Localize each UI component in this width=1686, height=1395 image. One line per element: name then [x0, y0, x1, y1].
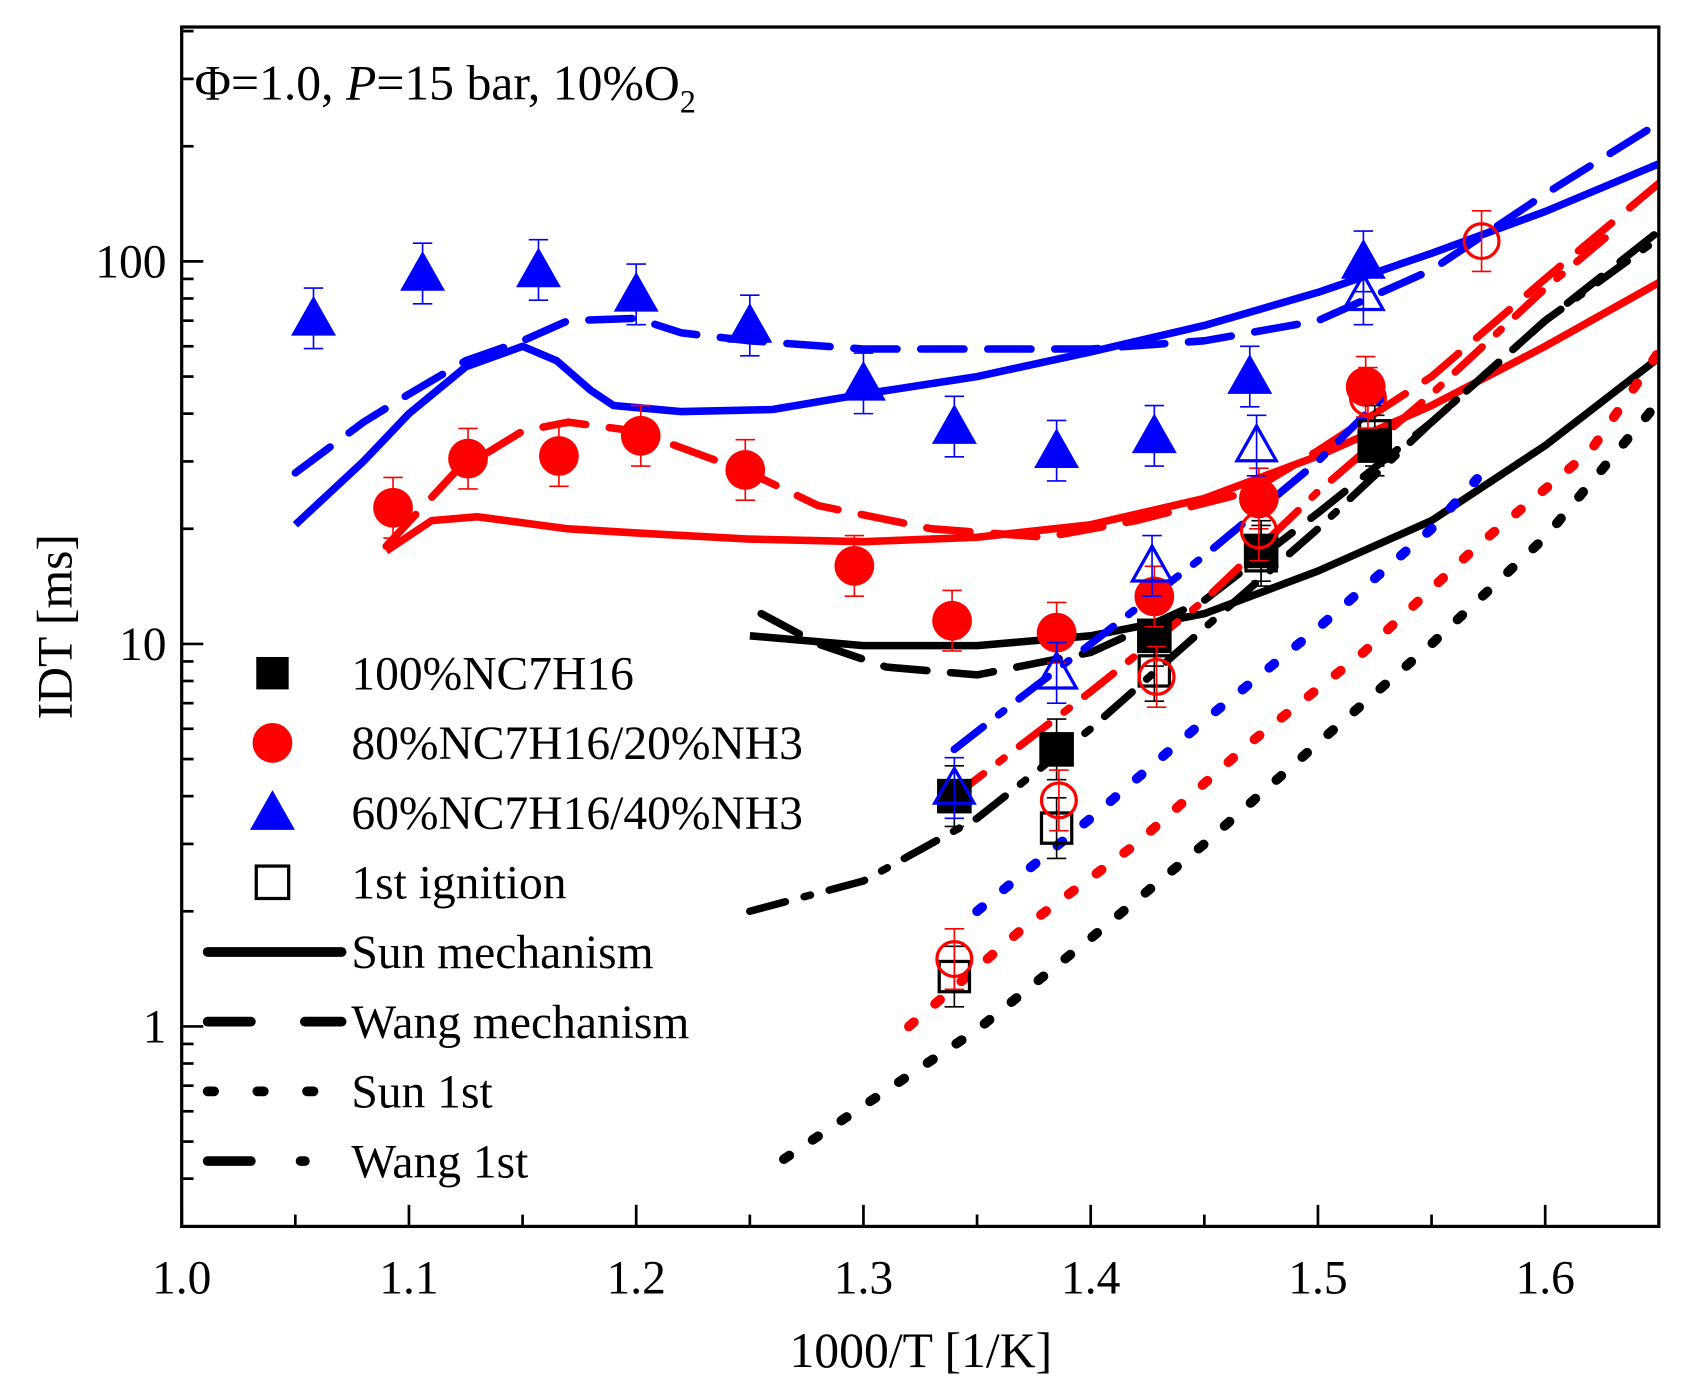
data-point	[539, 436, 579, 476]
legend-item: Sun 1st	[202, 1067, 493, 1119]
annotation-phi: Φ=1.0,	[195, 55, 346, 110]
annotation-sub: 2	[680, 84, 696, 120]
error-bar	[1251, 524, 1271, 587]
legend-item: Wang mechanism	[202, 997, 689, 1049]
error-bar	[1471, 210, 1492, 273]
plot-frame	[180, 25, 1661, 1229]
data-point	[727, 303, 773, 343]
data-point	[725, 450, 766, 490]
x-tick-label: 1.6	[1515, 1252, 1574, 1304]
legend-label: 60%NC7H16/40%NH3	[351, 788, 803, 840]
axes: 1.0 1.1 1.2 1.3 1.4 1.5 1.6 1 10 100	[95, 29, 1575, 1304]
error-bar	[944, 927, 965, 991]
x-tick-label: 1.0	[152, 1252, 211, 1304]
legend-marker	[254, 864, 291, 901]
data-point	[1137, 657, 1176, 696]
data-point	[291, 295, 336, 336]
x-tick-label: 1.2	[606, 1252, 665, 1304]
data-point	[1234, 422, 1280, 463]
annotation: Φ=1.0, P=15 bar, 10%O2	[195, 55, 696, 120]
data-point	[373, 487, 413, 528]
legend-item: Wang 1st	[202, 1136, 528, 1188]
series-line	[779, 396, 1659, 1164]
error-bar	[1144, 639, 1165, 703]
legend-marker	[249, 790, 295, 830]
legend-marker	[256, 656, 289, 690]
error-bar	[1249, 499, 1269, 562]
data-point	[935, 940, 974, 979]
data-point	[1244, 539, 1278, 573]
data-point	[613, 271, 659, 312]
series-line	[950, 227, 1618, 800]
x-tick-label: 1.3	[834, 1252, 893, 1304]
data-point	[400, 250, 446, 291]
legend-label: Wang 1st	[351, 1136, 528, 1188]
legend-label: 100%NC7H16	[351, 648, 634, 700]
data-point	[1034, 649, 1080, 690]
legend-label: 80%NC7H16/20%NH3	[351, 718, 803, 770]
data-point	[932, 600, 972, 641]
series-line	[384, 279, 1659, 555]
series-line	[972, 474, 1482, 917]
data-point	[1227, 354, 1273, 394]
data-point	[1462, 222, 1501, 261]
series-line	[382, 179, 1659, 551]
data-point	[1340, 271, 1386, 312]
x-axis-label: 1000/T [1/K]	[789, 1323, 1052, 1378]
legend-item: Sun mechanism	[202, 927, 654, 979]
series-line	[292, 160, 1659, 528]
data-point	[1129, 542, 1175, 583]
data-point	[931, 765, 977, 805]
annotation-p: P	[345, 55, 376, 110]
x-tick-label: 1.5	[1288, 1252, 1347, 1304]
series-line	[746, 234, 1659, 916]
annotation-rest: =15 bar, 10%O	[376, 55, 679, 110]
legend-label: Sun mechanism	[351, 927, 653, 979]
data-point	[1039, 781, 1078, 820]
series-line	[904, 347, 1659, 1032]
series-line	[749, 354, 1659, 650]
data-point	[1039, 732, 1074, 767]
error-bar	[1358, 366, 1378, 429]
data-point	[1340, 238, 1386, 279]
error-bar	[1046, 796, 1067, 860]
y-tick-label: 10	[119, 619, 167, 671]
x-tick-label: 1.1	[379, 1252, 438, 1304]
data-point	[1034, 428, 1080, 468]
data-point	[516, 247, 561, 288]
y-axis-label: IDT [ms]	[27, 534, 82, 719]
legend-label: Wang mechanism	[351, 997, 689, 1049]
data-point	[1358, 419, 1392, 453]
y-tick-label: 100	[95, 237, 166, 289]
x-tick-label: 1.4	[1061, 1252, 1121, 1304]
error-bar	[1049, 769, 1069, 832]
data-point	[1238, 478, 1279, 519]
legend-item: 80%NC7H16/20%NH3	[252, 718, 803, 770]
data-point	[840, 360, 886, 401]
series-line	[291, 119, 1659, 477]
data-point	[1345, 366, 1386, 407]
legend-item: 1st ignition	[254, 857, 567, 909]
legend-label: 1st ignition	[351, 857, 566, 909]
data-point	[1239, 511, 1278, 550]
data-point	[1131, 413, 1177, 454]
data-point	[448, 438, 488, 479]
data-point	[1036, 612, 1077, 653]
error-bar	[1146, 645, 1167, 708]
y-tick-label: 1	[143, 1002, 167, 1054]
legend-item: 60%NC7H16/40%NH3	[249, 788, 803, 840]
data-points	[291, 210, 1501, 1008]
legend-label: Sun 1st	[351, 1067, 492, 1119]
legend-marker	[252, 723, 293, 763]
legend-item: 100%NC7H16	[256, 648, 634, 700]
data-point	[834, 545, 875, 586]
data-point	[1039, 811, 1074, 845]
data-point	[620, 415, 661, 456]
data-point	[1348, 378, 1387, 417]
legend: 100%NC7H16 80%NC7H16/20%NH3 60%NC7H16/40%N…	[202, 648, 803, 1188]
data-point	[931, 404, 977, 444]
